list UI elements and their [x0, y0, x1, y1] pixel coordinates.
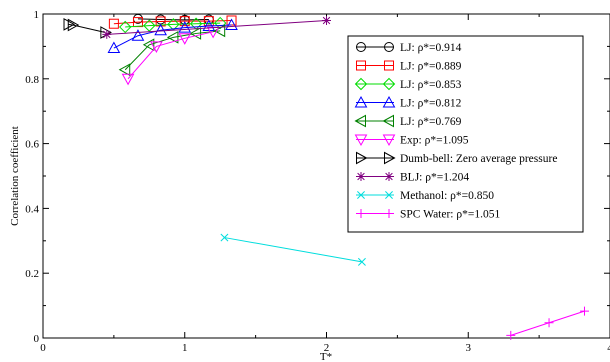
legend-label: Dumb-bell: Zero average pressure: [400, 153, 557, 165]
legend-marker-left: [354, 114, 366, 128]
legend-box: [347, 35, 584, 233]
series-8: [102, 15, 331, 39]
data-point: [154, 23, 167, 36]
legend-marker-right: [384, 151, 396, 165]
data-point: [179, 16, 190, 27]
legend-marker-right: [384, 42, 394, 52]
legend-entry: Exp: ρ*=1.095: [354, 134, 469, 147]
legend-marker-left: [356, 172, 366, 181]
legend-label: BLJ: ρ*=1.204: [400, 172, 469, 184]
data-point: [506, 330, 516, 340]
data-point: [225, 18, 238, 31]
data-point: [102, 29, 112, 39]
legend-label: SPC Water: ρ*=1.051: [400, 209, 500, 221]
legend-marker-left: [354, 77, 368, 91]
data-point: [121, 73, 135, 86]
legend-marker-left: [356, 60, 366, 71]
series-layer: [63, 13, 589, 340]
legend-label: LJ: ρ*=0.769: [400, 116, 462, 128]
data-point: [131, 29, 145, 41]
data-point: [579, 306, 589, 316]
series-7: [63, 18, 112, 39]
legend-label: Exp: ρ*=1.095: [400, 135, 469, 147]
legend-marker-right: [382, 95, 396, 108]
data-point: [67, 18, 80, 32]
data-point: [213, 24, 226, 38]
legend-marker-left: [354, 95, 368, 108]
legend-marker-right: [382, 134, 396, 147]
legend-marker-right: [382, 77, 396, 91]
y-tick-label: 0.2: [25, 268, 39, 280]
data-point: [142, 38, 155, 52]
x-tick-label: 0: [40, 342, 46, 354]
data-point: [178, 21, 192, 33]
data-point: [166, 30, 179, 44]
data-point: [118, 63, 131, 77]
legend-marker-left: [356, 42, 366, 52]
series-3: [119, 16, 227, 34]
legend-marker-left: [354, 134, 368, 147]
y-tick-label: 0.8: [25, 74, 39, 86]
x-tick-label: 1: [182, 342, 188, 354]
series-line: [127, 31, 214, 80]
legend-entry: SPC Water: ρ*=1.051: [356, 209, 500, 221]
series-2: [108, 15, 237, 29]
series-4: [107, 18, 238, 54]
legend-marker-right: [385, 191, 393, 199]
data-point: [108, 18, 119, 29]
y-axis-label: Correlation coefficient: [9, 126, 21, 226]
series-line: [124, 30, 221, 71]
legend-marker-left: [357, 191, 365, 199]
y-tick-label: 1: [34, 9, 40, 21]
legend: LJ: ρ*=0.914 LJ: ρ*=0.889 LJ: ρ*=0.853 LJ: …: [347, 35, 584, 233]
data-point: [322, 15, 331, 25]
legend-entry: Dumb-bell: Zero average pressure: [356, 151, 557, 165]
legend-entry: LJ: ρ*=0.914: [356, 42, 462, 54]
data-point: [226, 15, 237, 26]
series-line: [68, 23, 106, 33]
series-line: [224, 237, 363, 263]
data-point: [220, 233, 229, 242]
legend-label: LJ: ρ*=0.812: [400, 98, 462, 110]
legend-label: LJ: ρ*=0.853: [400, 79, 462, 91]
y-tick-label: 0.4: [25, 203, 39, 215]
data-point: [213, 16, 227, 30]
legend-entry: LJ: ρ*=0.769: [354, 114, 462, 128]
legend-marker-right: [384, 60, 394, 71]
legend-label: LJ: ρ*=0.889: [400, 61, 462, 73]
series-9: [220, 233, 366, 266]
legend-marker-left: [356, 209, 366, 218]
legend-entry: LJ: ρ*=0.889: [356, 60, 462, 73]
x-axis-label: T*: [320, 351, 332, 362]
y-tick-label: 0.6: [25, 139, 39, 151]
data-point: [150, 41, 163, 53]
data-point: [357, 257, 366, 266]
series-line: [125, 22, 221, 28]
legend-marker-right: [384, 209, 394, 218]
x-tick-label: 2: [324, 342, 330, 354]
legend-entry: Methanol: ρ*=0.850: [356, 190, 494, 202]
x-tick-label: 4: [607, 342, 610, 354]
data-point: [119, 20, 132, 34]
data-point: [178, 33, 192, 45]
data-point: [107, 41, 121, 54]
legend-label: Methanol: ρ*=0.850: [400, 190, 494, 202]
data-point: [63, 18, 76, 31]
legend-marker-right: [384, 172, 394, 181]
series-line: [106, 19, 327, 35]
series-10: [506, 306, 589, 340]
legend-entry: LJ: ρ*=0.853: [354, 77, 462, 91]
legend-marker-left: [356, 151, 368, 165]
legend-entry: BLJ: ρ*=1.204: [356, 172, 469, 184]
data-point: [544, 318, 554, 328]
data-point: [143, 19, 156, 32]
legend-entry: LJ: ρ*=0.812: [354, 95, 462, 110]
x-tick-label: 3: [466, 342, 472, 354]
data-point: [155, 16, 166, 27]
legend-label: LJ: ρ*=0.914: [400, 42, 462, 54]
y-tick-label: 0: [34, 333, 40, 345]
legend-marker-right: [382, 114, 394, 128]
